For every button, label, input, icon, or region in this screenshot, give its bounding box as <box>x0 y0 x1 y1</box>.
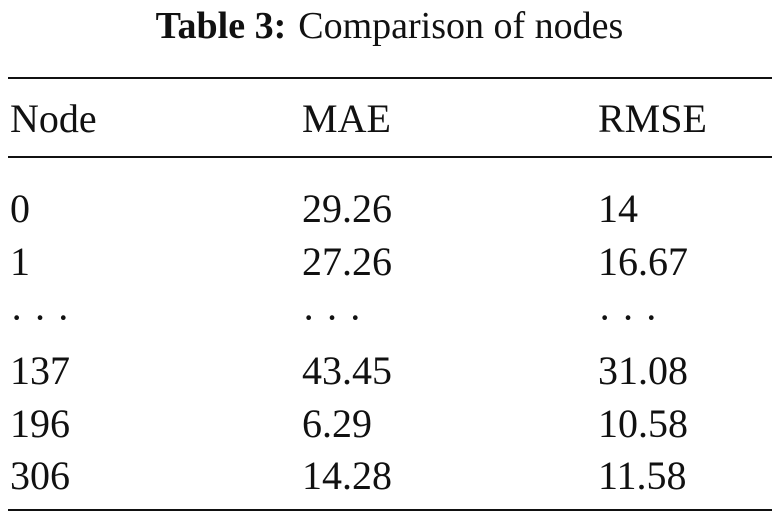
caption-label: Table 3: <box>155 5 287 47</box>
table-cell: 137 <box>10 348 70 393</box>
table-cell: 27.26 <box>302 239 392 284</box>
table-cell: 29.26 <box>302 186 392 231</box>
table-caption: Table 3: Comparison of nodes <box>0 4 779 48</box>
top-rule <box>8 77 772 79</box>
table-cell: 31.08 <box>598 348 688 393</box>
table-cell: 11.58 <box>598 453 687 498</box>
header-cell: Node <box>10 96 97 141</box>
header-cell: MAE <box>302 96 391 141</box>
table-cell: 14 <box>598 186 638 231</box>
header-cell: RMSE <box>598 96 707 141</box>
table-cell: · · · <box>10 295 70 340</box>
table-cell: 0 <box>10 186 30 231</box>
table-cell: 306 <box>10 453 70 498</box>
caption-text: Comparison of nodes <box>298 5 624 47</box>
table-cell: 6.29 <box>302 401 372 446</box>
table-cell: 1 <box>10 239 30 284</box>
table-cell: 16.67 <box>598 239 688 284</box>
table-cell: 43.45 <box>302 348 392 393</box>
table-cell: 10.58 <box>598 401 688 446</box>
table-cell: · · · <box>302 295 362 340</box>
table-cell: 14.28 <box>302 453 392 498</box>
header-rule <box>8 156 772 158</box>
table-cell: 196 <box>10 401 70 446</box>
table-cell: · · · <box>598 295 658 340</box>
bottom-rule <box>8 509 772 511</box>
